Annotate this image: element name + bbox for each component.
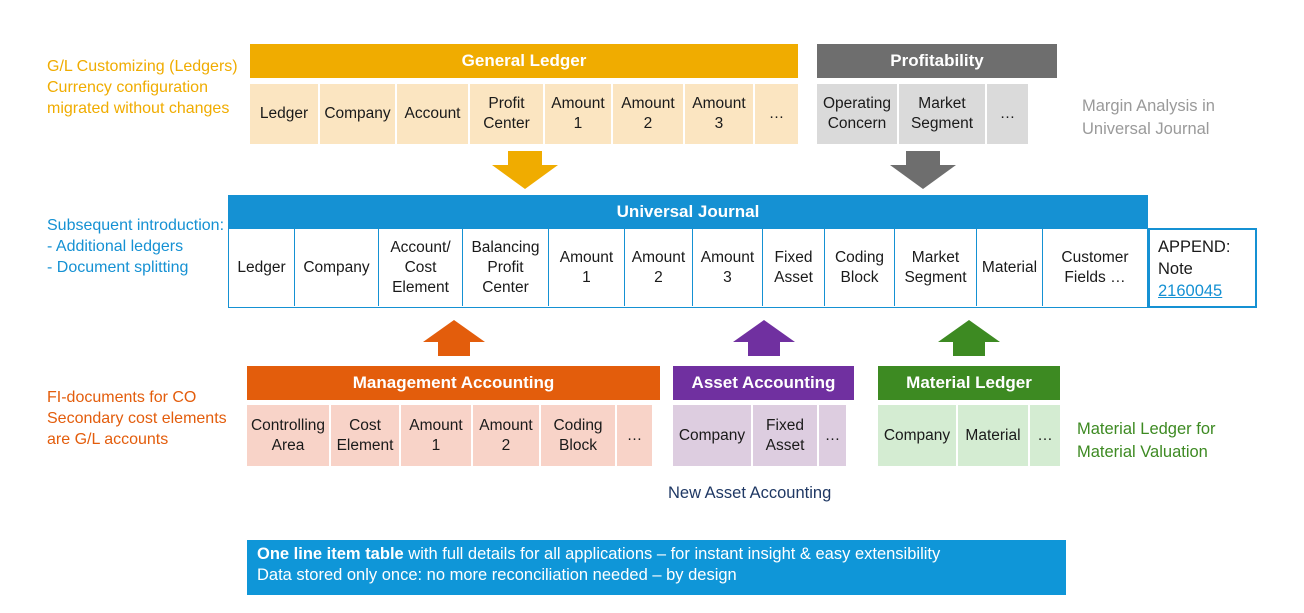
uj-field-cell: Balancing Profit Center [463, 229, 549, 306]
uj-field-cell: Amount 2 [625, 229, 693, 306]
append-note-box: APPEND: Note 2160045 [1148, 228, 1257, 308]
ml-field-cell: … [1030, 405, 1060, 466]
uj-field-cell: Material [977, 229, 1043, 306]
material-valuation-note: Material Ledger for Material Valuation [1077, 420, 1216, 461]
gl-field-cell: Amount 3 [685, 84, 755, 144]
fi-documents-note: FI-documents for CO Secondary cost eleme… [47, 389, 227, 448]
general-ledger-fields: Ledger Company Account Profit Center Amount … [250, 84, 798, 144]
gl-field-cell: Amount 2 [613, 84, 685, 144]
banner-line1-text: with full details for all applications –… [403, 545, 941, 563]
gl-field-cell: Ledger [250, 84, 320, 144]
asset-field-cell: Fixed Asset [753, 405, 819, 466]
mgmt-field-cell: Coding Block [541, 405, 617, 466]
uj-field-cell: Company [295, 229, 379, 306]
mgmt-field-cell: Amount 1 [401, 405, 473, 466]
profitability-down-arrow-icon [890, 151, 956, 189]
prof-field-cell: Operating Concern [817, 84, 899, 144]
profitability-header: Profitability [817, 44, 1057, 78]
gl-field-cell: Profit Center [470, 84, 545, 144]
banner-bold-text: One line item table [257, 545, 404, 563]
uj-field-cell: Coding Block [825, 229, 895, 306]
prof-field-cell: Market Segment [899, 84, 987, 144]
ml-field-cell: Material [958, 405, 1030, 466]
mgmt-field-cell: … [617, 405, 652, 466]
asset-accounting-fields: Company Fixed Asset… [673, 405, 846, 466]
gl-down-arrow-icon [492, 151, 558, 189]
asset-up-arrow-icon [733, 320, 795, 356]
uj-field-cell: Fixed Asset [763, 229, 825, 306]
asset-field-cell: Company [673, 405, 753, 466]
profitability-fields: Operating Concern Market Segment… [817, 84, 1028, 144]
universal-journal-frame: Ledger Company Account/ Cost Element Balanc… [228, 229, 1148, 308]
uj-field-cell: Amount 1 [549, 229, 625, 306]
mgmt-field-cell: Cost Element [331, 405, 401, 466]
management-accounting-header: Management Accounting [247, 366, 660, 400]
management-up-arrow-icon [423, 320, 485, 356]
uj-field-cell: Market Segment [895, 229, 977, 306]
summary-banner: One line item table with full details fo… [247, 540, 1066, 595]
gl-field-cell: Amount 1 [545, 84, 613, 144]
gl-field-cell: … [755, 84, 798, 144]
material-ledger-header: Material Ledger [878, 366, 1060, 400]
mgmt-field-cell: Amount 2 [473, 405, 541, 466]
uj-field-cell: Account/ Cost Element [379, 229, 463, 306]
sap-note-link[interactable]: 2160045 [1158, 282, 1223, 300]
general-ledger-header: General Ledger [250, 44, 798, 78]
gl-field-cell: Company [320, 84, 397, 144]
ml-field-cell: Company [878, 405, 958, 466]
gl-customizing-note: G/L Customizing (Ledgers) Currency confi… [47, 58, 238, 117]
append-label: APPEND: [1158, 238, 1231, 256]
new-asset-accounting-note: New Asset Accounting [668, 484, 832, 502]
mgmt-field-cell: Controlling Area [247, 405, 331, 466]
append-note-label: Note [1158, 260, 1193, 278]
uj-field-cell: Amount 3 [693, 229, 763, 306]
uj-field-cell: Customer Fields … [1061, 248, 1129, 286]
uj-field-cell: Ledger [229, 229, 295, 306]
management-accounting-fields: Controlling Area Cost Element Amount 1 Amou… [247, 405, 652, 466]
banner-line2-text: Data stored only once: no more reconcili… [257, 566, 737, 584]
universal-journal-header: Universal Journal [228, 195, 1148, 229]
margin-analysis-note: Margin Analysis in Universal Journal [1082, 97, 1215, 138]
material-ledger-fields: Company Material… [878, 405, 1060, 466]
gl-field-cell: Account [397, 84, 470, 144]
subsequent-introduction-note: Subsequent introduction: - Additional le… [47, 217, 225, 276]
universal-journal-fields: Ledger Company Account/ Cost Element Balanc… [229, 229, 1147, 306]
prof-field-cell: … [987, 84, 1028, 144]
material-up-arrow-icon [938, 320, 1000, 356]
asset-accounting-header: Asset Accounting [673, 366, 854, 400]
asset-field-cell: … [819, 405, 846, 466]
